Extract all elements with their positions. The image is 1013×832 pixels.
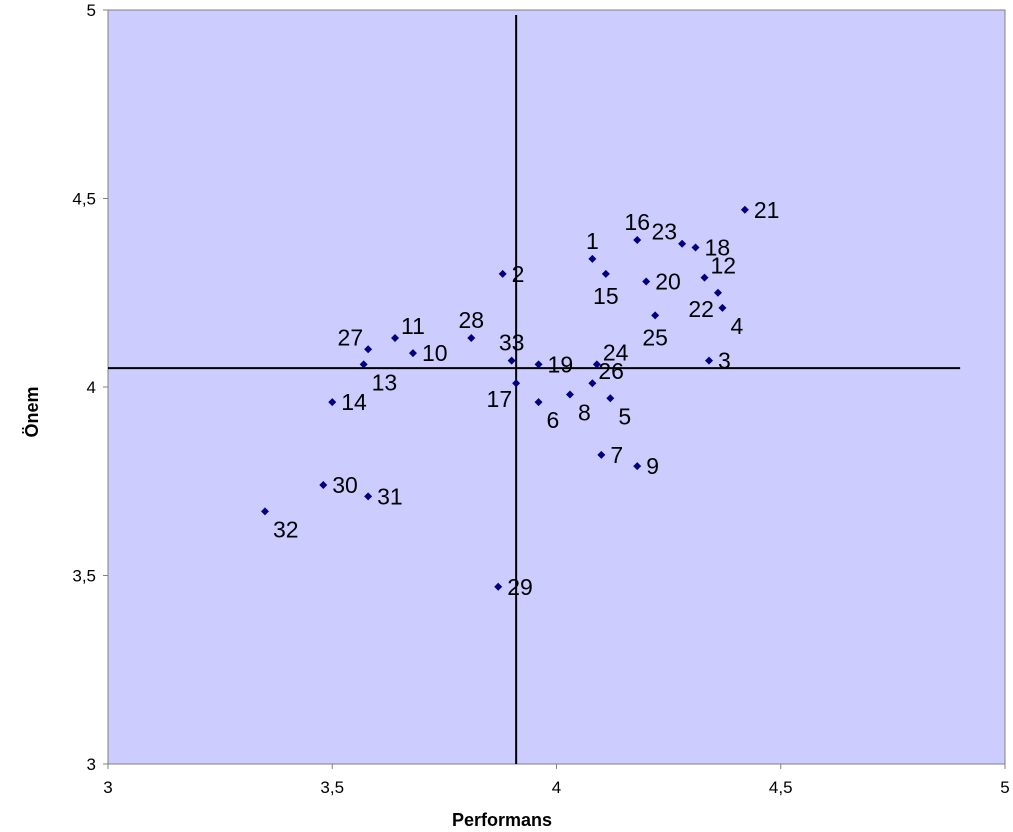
data-point bbox=[359, 360, 368, 369]
data-point bbox=[391, 333, 400, 342]
point-label: 26 bbox=[598, 358, 624, 384]
data-point bbox=[601, 269, 610, 278]
y-tick-label: 3 bbox=[87, 755, 96, 774]
point-label: 14 bbox=[341, 389, 367, 415]
data-point bbox=[512, 379, 521, 388]
tick-layer: 3 3,5 4 4,5 5 3 3,5 4 4,5 5 bbox=[72, 1, 1009, 797]
data-point bbox=[651, 311, 660, 320]
data-point bbox=[713, 288, 722, 297]
data-point bbox=[718, 303, 727, 312]
data-point bbox=[700, 273, 709, 282]
point-label: 21 bbox=[754, 197, 780, 223]
point-label: 28 bbox=[458, 307, 484, 333]
x-tick-label: 5 bbox=[1000, 778, 1009, 797]
x-axis-title: Performans bbox=[452, 810, 552, 830]
point-label: 10 bbox=[422, 340, 448, 366]
point-label: 11 bbox=[401, 313, 425, 339]
point-label: 17 bbox=[487, 386, 513, 412]
data-points bbox=[260, 205, 749, 591]
data-point bbox=[740, 205, 749, 214]
point-label: 23 bbox=[651, 219, 677, 245]
data-point bbox=[565, 390, 574, 399]
data-point bbox=[534, 360, 543, 369]
point-label: 3 bbox=[718, 348, 731, 374]
data-point bbox=[260, 507, 269, 516]
point-label: 2 bbox=[512, 261, 525, 287]
data-point bbox=[328, 398, 337, 407]
point-label: 18 bbox=[705, 235, 731, 261]
point-label: 29 bbox=[507, 574, 533, 600]
data-point bbox=[678, 239, 687, 248]
x-tick-label: 4 bbox=[552, 778, 561, 797]
point-label: 20 bbox=[655, 268, 681, 294]
data-point bbox=[592, 360, 601, 369]
point-label: 4 bbox=[730, 313, 743, 339]
point-label: 19 bbox=[548, 351, 574, 377]
point-label: 15 bbox=[593, 283, 619, 309]
point-label: 1 bbox=[586, 228, 599, 254]
data-point bbox=[588, 254, 597, 263]
point-label: 24 bbox=[603, 339, 629, 365]
point-label: 33 bbox=[499, 330, 525, 356]
data-point bbox=[606, 394, 615, 403]
y-tick-label: 5 bbox=[87, 1, 96, 20]
x-tick-label: 3,5 bbox=[320, 778, 344, 797]
data-point bbox=[319, 481, 328, 490]
data-point bbox=[364, 492, 373, 501]
point-label: 8 bbox=[578, 400, 591, 426]
x-tick-label: 3 bbox=[103, 778, 112, 797]
x-tick-label: 4,5 bbox=[769, 778, 793, 797]
data-point bbox=[467, 333, 476, 342]
data-point bbox=[494, 582, 503, 591]
y-tick-label: 4,5 bbox=[72, 190, 96, 209]
point-label: 12 bbox=[711, 253, 737, 279]
point-label: 27 bbox=[338, 324, 364, 350]
point-label: 6 bbox=[547, 407, 560, 433]
point-label: 7 bbox=[610, 442, 623, 468]
reference-lines bbox=[108, 15, 961, 764]
plot-area bbox=[107, 9, 1006, 765]
point-label: 30 bbox=[332, 472, 358, 498]
point-label: 25 bbox=[642, 324, 668, 350]
point-label: 9 bbox=[646, 453, 659, 479]
point-label: 13 bbox=[372, 369, 398, 395]
y-axis-title: Önem bbox=[22, 386, 42, 437]
point-label: 31 bbox=[377, 483, 403, 509]
data-point bbox=[642, 277, 651, 286]
y-tick-label: 3,5 bbox=[72, 567, 96, 586]
point-labels: 1234567891011121314151617181920212223242… bbox=[273, 197, 779, 600]
point-label: 16 bbox=[624, 209, 650, 235]
point-label: 5 bbox=[618, 403, 631, 429]
data-point bbox=[597, 450, 606, 459]
data-point bbox=[633, 235, 642, 244]
data-point bbox=[498, 269, 507, 278]
data-point bbox=[364, 345, 373, 354]
data-point bbox=[588, 379, 597, 388]
data-point bbox=[534, 398, 543, 407]
point-label: 32 bbox=[273, 516, 299, 542]
data-point bbox=[408, 349, 417, 358]
point-label: 22 bbox=[688, 296, 714, 322]
data-point bbox=[691, 243, 700, 252]
y-tick-label: 4 bbox=[87, 378, 96, 397]
data-point bbox=[633, 462, 642, 471]
data-point bbox=[704, 356, 713, 365]
data-point bbox=[507, 356, 516, 365]
